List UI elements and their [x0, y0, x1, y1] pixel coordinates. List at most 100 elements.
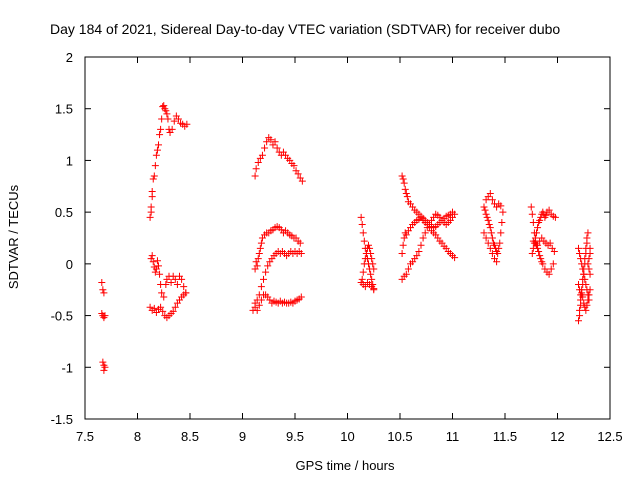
- data-point: [402, 190, 410, 198]
- data-point: [535, 247, 543, 255]
- data-point: [487, 229, 495, 237]
- data-point: [151, 162, 159, 170]
- chart-title: Day 184 of 2021, Sidereal Day-to-day VTE…: [50, 21, 560, 37]
- data-point: [254, 158, 262, 166]
- data-point: [551, 213, 559, 221]
- data-point: [413, 252, 421, 260]
- data-point: [155, 141, 162, 149]
- data-point: [497, 202, 505, 210]
- data-point: [367, 270, 375, 278]
- data-point: [368, 275, 376, 283]
- data-point: [529, 244, 537, 252]
- data-point: [419, 234, 427, 242]
- data-point: [539, 260, 547, 268]
- y-tick-label: 1.5: [55, 102, 73, 117]
- x-tick-label: 10.5: [387, 429, 412, 444]
- data-point: [252, 165, 260, 173]
- data-point: [262, 268, 270, 276]
- data-point: [150, 304, 158, 312]
- data-point: [253, 262, 261, 270]
- data-point: [100, 289, 108, 297]
- data-point: [528, 210, 536, 218]
- data-point: [150, 172, 158, 180]
- data-point: [586, 286, 594, 294]
- data-point: [483, 213, 491, 221]
- data-point: [182, 289, 190, 297]
- data-point: [257, 283, 265, 291]
- data-point: [178, 275, 186, 283]
- data-point: [358, 221, 366, 229]
- x-tick-label: 7.5: [76, 429, 94, 444]
- y-tick-label: 0: [66, 257, 73, 272]
- data-point: [575, 244, 582, 252]
- data-point: [174, 115, 182, 123]
- data-point: [451, 254, 459, 262]
- data-point: [486, 224, 494, 232]
- data-point: [366, 244, 374, 252]
- data-point: [496, 239, 504, 247]
- data-point: [158, 289, 166, 297]
- data-point: [481, 206, 489, 214]
- data-point: [258, 151, 266, 159]
- data-point: [153, 146, 161, 154]
- data-point: [360, 237, 368, 245]
- data-point: [365, 241, 372, 249]
- data-point: [255, 250, 263, 258]
- data-point: [484, 216, 492, 224]
- data-point: [183, 120, 191, 128]
- data-point: [101, 363, 109, 371]
- data-point: [545, 270, 553, 278]
- data-point: [547, 265, 555, 273]
- data-point: [583, 234, 591, 242]
- data-point: [296, 239, 304, 247]
- x-tick-label: 8: [134, 429, 141, 444]
- y-tick-label: 2: [66, 50, 73, 65]
- data-point: [482, 210, 490, 218]
- data-point: [261, 144, 269, 152]
- data-point: [256, 244, 264, 252]
- data-point: [370, 285, 378, 293]
- data-point: [579, 293, 587, 301]
- data-point: [415, 247, 423, 255]
- data-point: [253, 306, 261, 314]
- data-point: [167, 278, 175, 286]
- data-point: [263, 138, 271, 146]
- data-point: [151, 268, 159, 276]
- data-point: [271, 138, 279, 146]
- data-point: [163, 110, 171, 118]
- data-point: [417, 241, 425, 249]
- data-point: [267, 136, 275, 144]
- data-point: [180, 283, 188, 291]
- data-point: [257, 296, 265, 304]
- data-point: [254, 255, 262, 263]
- data-point: [157, 303, 165, 311]
- data-point: [528, 250, 536, 258]
- data-point: [495, 244, 503, 252]
- data-point: [486, 190, 494, 198]
- data-point: [534, 224, 542, 232]
- data-point: [255, 301, 263, 309]
- data-point: [488, 196, 496, 204]
- data-point: [585, 255, 593, 263]
- data-point: [173, 281, 181, 289]
- y-tick-label: -1.5: [51, 412, 73, 427]
- data-point: [361, 283, 369, 291]
- data-point: [581, 275, 589, 283]
- data-point: [298, 177, 306, 185]
- data-point: [584, 296, 592, 304]
- data-point: [584, 260, 592, 268]
- data-point: [491, 241, 498, 249]
- data-point: [403, 193, 411, 201]
- data-point: [576, 250, 584, 258]
- data-point: [152, 151, 160, 159]
- data-point: [577, 255, 585, 263]
- data-point: [147, 203, 155, 211]
- data-point: [171, 303, 179, 311]
- data-point: [170, 117, 178, 125]
- data-point: [399, 241, 407, 249]
- data-point: [367, 250, 375, 258]
- data-point: [257, 239, 265, 247]
- data-point: [148, 187, 156, 195]
- data-point: [578, 260, 586, 268]
- data-point: [585, 265, 593, 273]
